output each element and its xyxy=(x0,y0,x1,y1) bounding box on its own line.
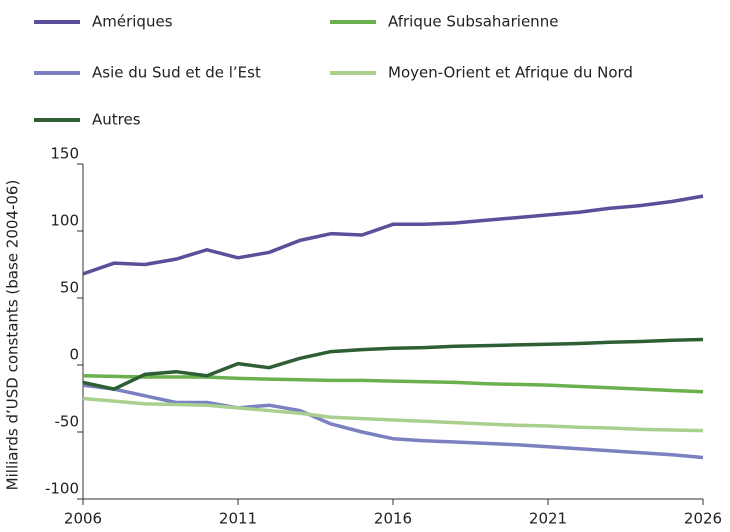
x-tick-label: 2011 xyxy=(219,510,257,528)
legend-label: Autres xyxy=(92,111,141,129)
y-tick-label: 0 xyxy=(69,346,79,364)
y-tick-label: 150 xyxy=(50,145,79,163)
series-line xyxy=(82,194,704,276)
series-line xyxy=(82,337,704,391)
series-line xyxy=(82,373,704,394)
x-tick-label: 2021 xyxy=(529,510,567,528)
series-line xyxy=(82,383,704,460)
legend-label: Amériques xyxy=(92,13,173,31)
series-line xyxy=(82,396,704,433)
y-tick-label: 100 xyxy=(50,212,79,230)
legend-label: Moyen-Orient et Afrique du Nord xyxy=(388,64,633,82)
x-tick-label: 2006 xyxy=(64,510,102,528)
x-tick-label: 2026 xyxy=(684,510,722,528)
legend-label: Asie du Sud et de l’Est xyxy=(92,64,261,82)
y-tick-label: -100 xyxy=(45,480,79,498)
y-tick-label: -50 xyxy=(55,413,80,431)
legend-label: Afrique Subsaharienne xyxy=(388,13,558,31)
y-tick-label: 50 xyxy=(60,279,79,297)
y-axis-label: Milliards d’USD constants (base 2004-06) xyxy=(4,180,22,491)
x-tick-label: 2016 xyxy=(374,510,412,528)
